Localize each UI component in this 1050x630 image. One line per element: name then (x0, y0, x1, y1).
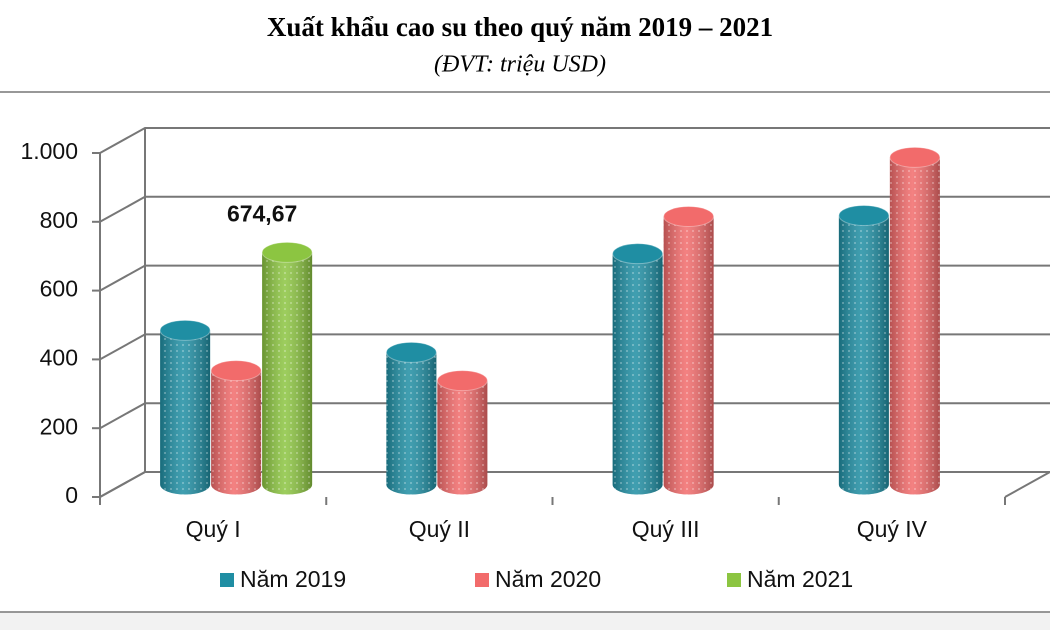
bar-texture (663, 216, 714, 495)
legend-label: Năm 2019 (240, 566, 346, 592)
bar-top (159, 319, 211, 341)
grid-line (99, 471, 1050, 498)
bar-top (889, 146, 941, 168)
x-tick-label: Quý III (632, 516, 700, 542)
grid-line (99, 264, 1050, 292)
y-tick-label: 800 (40, 207, 78, 233)
bar-texture (262, 252, 313, 495)
bar-texture (612, 253, 663, 495)
bar-top (436, 370, 488, 392)
grid-line (99, 195, 1050, 223)
bar-texture (889, 157, 940, 495)
bar-top (261, 241, 313, 263)
grid-line (99, 333, 1050, 361)
y-tick-label: 200 (40, 413, 78, 439)
bar-top (838, 204, 890, 226)
grid-line (99, 402, 1050, 430)
x-tick-label: Quý IV (857, 516, 928, 542)
bar-texture (838, 215, 889, 495)
legend-swatch (220, 573, 234, 587)
value-label: 674,67 (227, 200, 297, 226)
y-tick-label: 600 (40, 276, 78, 302)
bar-texture (160, 330, 211, 495)
bar-texture (437, 380, 488, 495)
legend-swatch (727, 573, 741, 587)
chart-subtitle: (ĐVT: triệu USD) (434, 52, 606, 78)
bar-top (385, 341, 437, 363)
legend-label: Năm 2021 (747, 566, 853, 592)
grid-line (99, 127, 1050, 154)
x-tick-label: Quý II (409, 516, 470, 542)
y-tick-label: 0 (65, 482, 78, 508)
y-tick-label: 400 (40, 344, 78, 370)
bar-top (612, 243, 664, 265)
bar-texture (211, 370, 262, 495)
bar-top (210, 360, 262, 382)
legend-label: Năm 2020 (495, 566, 601, 592)
footer-band (0, 612, 1050, 630)
chart-title: Xuất khẩu cao su theo quý năm 2019 – 202… (267, 12, 773, 42)
x-tick-label: Quý I (186, 516, 241, 542)
bar-texture (386, 352, 437, 495)
bar-top (663, 206, 715, 228)
legend-swatch (475, 573, 489, 587)
y-tick-label: 1.000 (20, 138, 78, 164)
